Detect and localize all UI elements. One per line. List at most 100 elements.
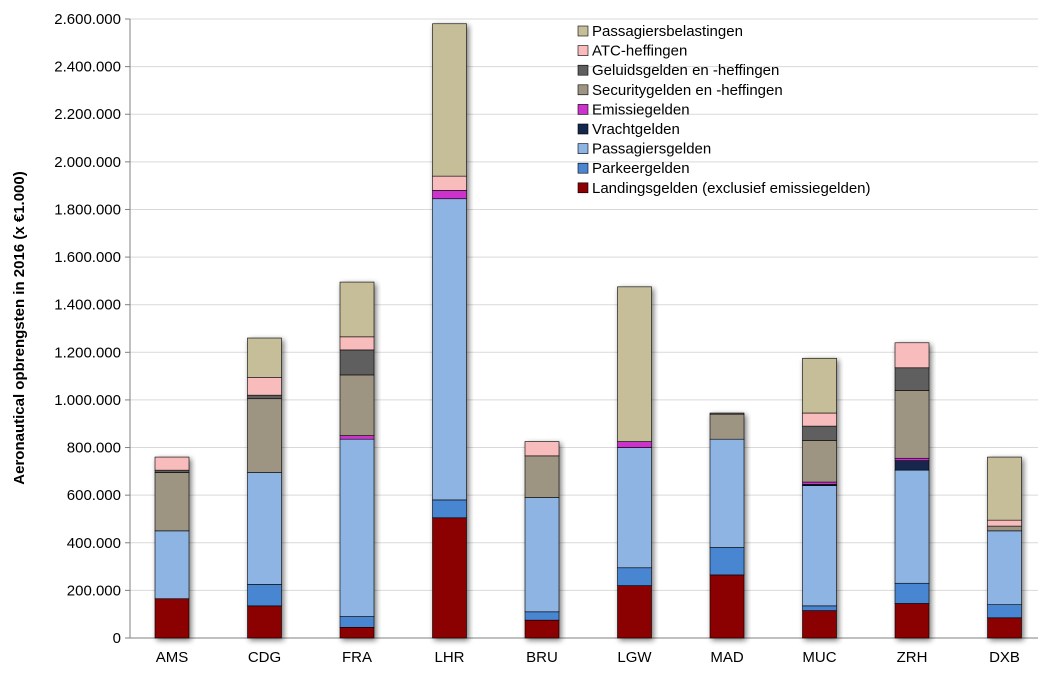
bar-stack-lgw [617,286,652,639]
legend-swatch [577,25,589,37]
bar-segment [709,438,745,548]
bar-segment [432,175,467,191]
bar-segment [524,455,560,498]
y-tick-label: 600.000 [67,487,121,504]
bar-segment [987,530,1022,605]
bar-stack-ams [154,456,190,639]
legend-label: ATC-heffingen [592,43,687,60]
bar-segment [432,190,467,200]
legend-label: Geluidsgelden en -heffingen [592,62,779,79]
legend-swatch [577,182,589,194]
bar-segment [617,441,652,448]
bar-segment [802,610,837,639]
bar-segment [154,469,190,473]
bar-segment [247,605,282,639]
bar-segment [247,337,282,378]
bar-stack-fra [339,281,375,639]
legend: Passagiersbelastingen ATC-heffingen Geluid… [577,23,871,197]
bar-segment [894,469,930,584]
y-tick-label: 0 [113,630,121,647]
bar-segment [339,349,375,376]
bar-segment [987,604,1022,619]
bar-segment [339,374,375,436]
bar-segment [339,336,375,351]
legend-swatch [577,64,589,76]
bar-segment [987,456,1022,521]
y-tick-label: 1.600.000 [54,249,121,266]
legend-label: Landingsgelden (exclusief emissiegelden) [592,180,871,197]
bar-segment [432,517,467,639]
bar-segment [524,497,560,613]
y-tick-label: 200.000 [67,582,121,599]
legend-swatch [577,143,589,154]
bar-stack-muc [802,357,837,639]
bars [154,23,1022,639]
bar-segment [247,377,282,396]
x-tick-label: CDG [248,649,281,666]
bar-segment [617,286,652,442]
bar-segment [339,281,375,338]
bar-segment [339,626,375,639]
legend-swatch [577,45,589,56]
bar-segment [894,457,930,461]
legend-label: Securitygelden en -heffingen [592,82,783,99]
bar-segment [894,342,930,369]
y-tick-label: 2.600.000 [54,11,121,28]
bar-segment [894,390,930,459]
bar-stack-cdg [247,337,282,639]
bar-segment [432,499,467,519]
bar-segment [154,598,190,639]
bar-stack-dxb [987,456,1022,639]
bar-segment [432,23,467,177]
bar-segment [802,412,837,427]
bar-segment [709,547,745,576]
bar-segment [247,394,282,400]
bar-segment [709,574,745,639]
legend-swatch [577,162,589,174]
bar-segment [247,472,282,585]
bar-segment [802,425,837,441]
legend-label: Parkeergelden [592,160,690,177]
bar-stack-mad [709,412,745,639]
bar-segment [247,398,282,473]
bar-segment [987,525,1022,532]
bar-segment [802,481,837,485]
legend-label: Emissiegelden [592,101,690,118]
bar-segment [894,367,930,391]
legend-label: Passagiersgelden [592,141,711,158]
bar-segment [247,584,282,607]
x-tick-label: ZRH [897,649,928,666]
legend-swatch [577,123,589,135]
legend-label: Vrachtgelden [592,121,680,138]
y-axis-label: Aeronautical opbrengsten in 2016 (x €1.0… [11,171,28,484]
y-tick-label: 1.000.000 [54,392,121,409]
bar-stack-zrh [894,342,930,639]
y-tick-label: 800.000 [67,440,121,457]
x-tick-label: AMS [156,649,189,666]
bar-segment [339,435,375,440]
bar-segment [617,447,652,569]
bar-segment [709,413,745,440]
y-tick-label: 2.200.000 [54,106,121,123]
y-tick-label: 2.000.000 [54,154,121,171]
x-tick-label: MAD [710,649,744,666]
bar-segment [524,611,560,621]
bar-segment [802,440,837,483]
legend-label: Passagiersbelastingen [592,23,743,40]
x-tick-label: BRU [526,649,558,666]
bar-segment [524,619,560,639]
bar-segment [617,585,652,639]
bar-segment [894,603,930,639]
bar-segment [987,519,1022,527]
bar-segment [802,485,837,607]
bar-stack-lhr [432,23,467,639]
bar-segment [524,441,560,457]
bar-segment [154,456,190,471]
x-tick-label: DXB [989,649,1020,666]
legend-swatch [577,84,589,96]
bar-segment [154,472,190,532]
y-tick-label: 1.800.000 [54,201,121,218]
bar-segment [709,412,745,415]
y-tick-label: 1.400.000 [54,297,121,314]
